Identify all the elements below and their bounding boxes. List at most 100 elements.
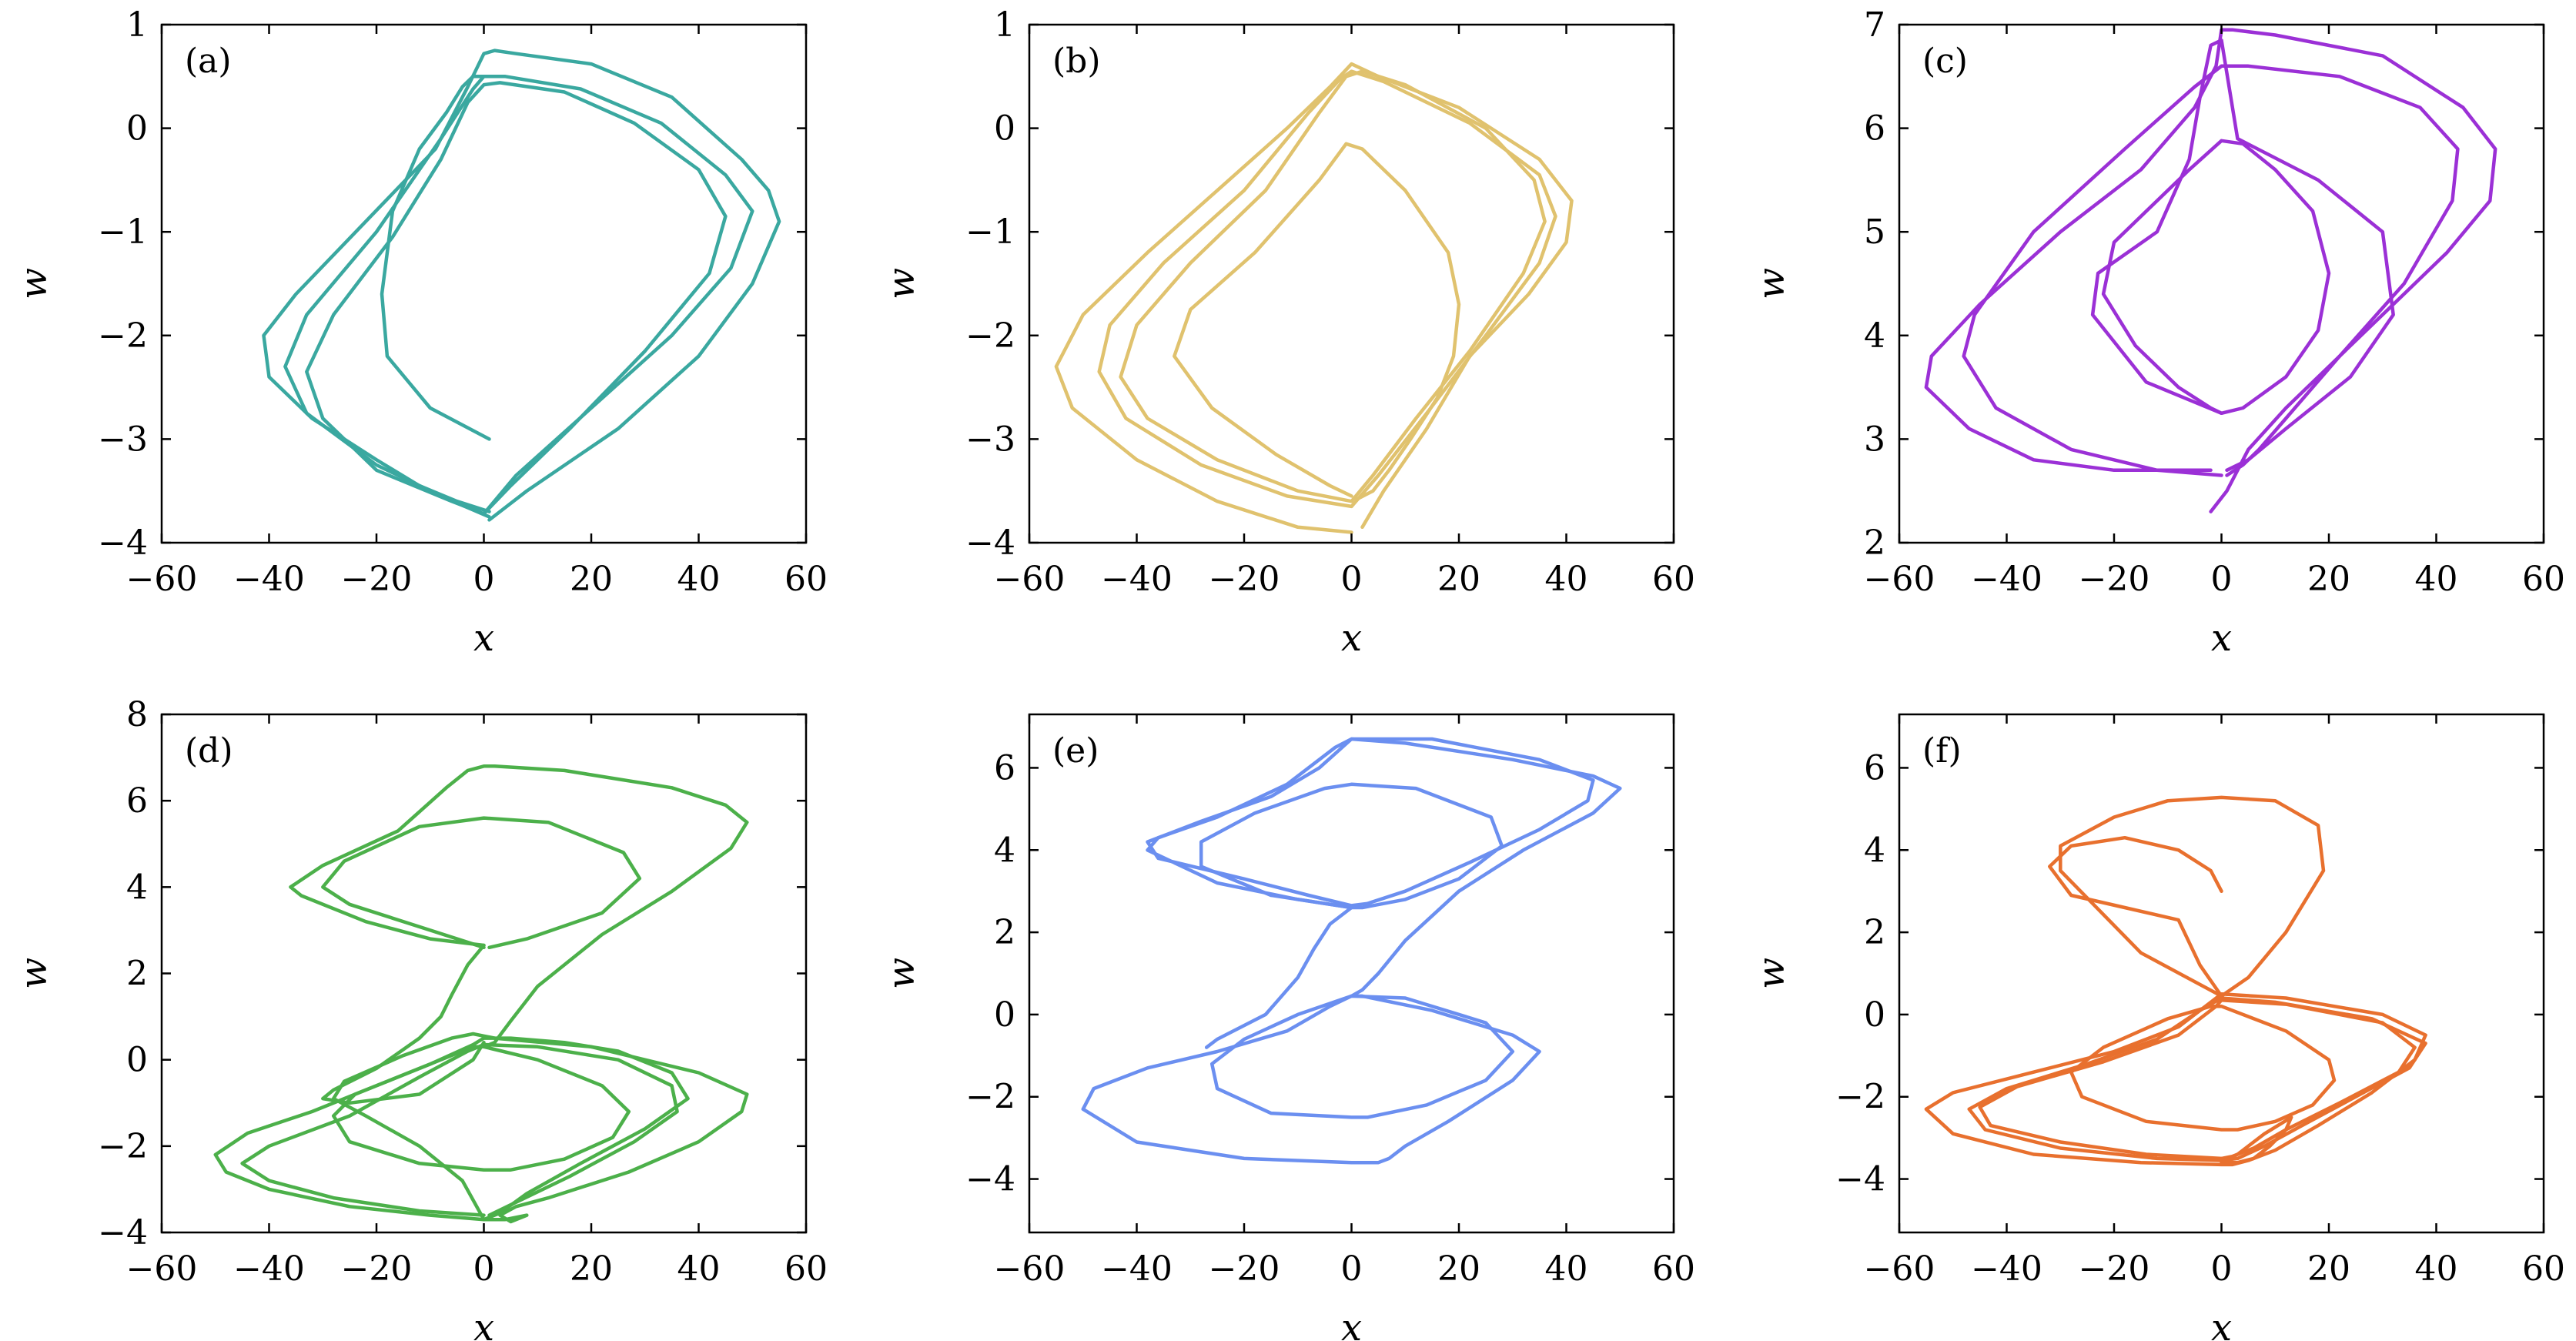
trajectory-3 <box>1146 737 1622 998</box>
panel-label: (b) <box>1052 42 1101 81</box>
y-tick-label: 4 <box>994 831 1015 870</box>
y-tick-label: −2 <box>98 316 148 356</box>
y-tick-label: 6 <box>994 748 1015 788</box>
y-tick-label: −4 <box>965 523 1015 563</box>
x-tick-label: 60 <box>1652 560 1695 599</box>
x-tick-label: 60 <box>2522 560 2565 599</box>
x-tick-label: 0 <box>2211 560 2233 599</box>
x-tick-label: −60 <box>994 1249 1066 1289</box>
x-tick-label: −20 <box>2079 1249 2150 1289</box>
x-tick-label: 40 <box>2415 1249 2458 1289</box>
panel-label: (f) <box>1922 731 1962 771</box>
y-tick-label: 4 <box>1864 831 1885 870</box>
y-axis-label: w <box>880 958 923 989</box>
trajectory-2 <box>1962 64 2460 477</box>
y-tick-label: 6 <box>1864 748 1885 788</box>
x-tick-label: 0 <box>473 560 495 599</box>
plot-frame <box>1028 713 1675 1234</box>
y-axis-label: w <box>12 958 55 989</box>
y-tick-label: 3 <box>1864 420 1885 459</box>
y-tick-label: −4 <box>965 1160 1015 1199</box>
trajectory-1 <box>2059 795 2326 998</box>
x-tick-label: 0 <box>2211 1249 2233 1289</box>
x-tick-label: 0 <box>1341 1249 1363 1289</box>
panel-label: (c) <box>1922 42 1968 81</box>
y-tick-label: −4 <box>1835 1160 1885 1199</box>
panel-b: −60 −40 −20 0 20 40 60 −4 −3 −2 −1 0 1 x w (b) <box>880 5 1695 660</box>
trajectory-4 <box>1146 737 1595 908</box>
x-tick-label: −40 <box>233 1249 305 1289</box>
x-tick-label: 20 <box>570 1249 613 1289</box>
x-tick-label: 20 <box>570 560 613 599</box>
trajectory-1 <box>1054 62 1574 534</box>
trajectory-2 <box>1209 994 1515 1119</box>
x-tick-label: −40 <box>1971 1249 2042 1289</box>
x-axis-label: x <box>1341 1306 1362 1341</box>
y-tick-label: 0 <box>126 109 148 149</box>
y-axis-label: w <box>880 268 923 299</box>
x-tick-label: −60 <box>126 560 198 599</box>
y-tick-label: 0 <box>994 995 1015 1035</box>
y-tick-label: 8 <box>126 695 148 734</box>
y-axis-label: w <box>12 268 55 299</box>
x-tick-label: 40 <box>677 560 721 599</box>
x-tick-label: −60 <box>1864 1249 1935 1289</box>
y-tick-label: 2 <box>1864 913 1885 952</box>
plot-frame <box>160 23 808 544</box>
trajectory-3 <box>305 81 728 516</box>
y-tick-label: 6 <box>126 781 148 821</box>
y-tick-label: 2 <box>994 913 1015 952</box>
y-tick-label: 5 <box>1864 212 1885 252</box>
y-tick-label: −1 <box>98 212 148 252</box>
y-tick-label: 0 <box>126 1041 148 1080</box>
y-tick-label: 7 <box>1864 5 1885 45</box>
curve-group <box>1054 62 1574 534</box>
x-tick-label: 20 <box>1437 1249 1480 1289</box>
y-tick-label: −2 <box>965 316 1015 356</box>
x-tick-label: 60 <box>785 1249 828 1289</box>
x-tick-label: 60 <box>1652 1249 1695 1289</box>
y-tick-label: −4 <box>98 523 148 563</box>
trajectory-6 <box>321 816 642 950</box>
x-axis-label: x <box>473 1306 494 1341</box>
y-tick-label: 4 <box>1864 316 1885 356</box>
x-tick-label: 20 <box>2307 560 2350 599</box>
x-tick-label: −60 <box>126 1249 198 1289</box>
y-tick-label: −3 <box>98 420 148 459</box>
x-tick-label: 20 <box>1437 560 1480 599</box>
trajectory-1 <box>213 1036 690 1222</box>
trajectory-4 <box>2101 139 2331 416</box>
trajectory-3 <box>1119 69 1547 503</box>
panel-label: (e) <box>1052 731 1099 771</box>
x-tick-label: −40 <box>1101 560 1173 599</box>
curve-group <box>262 48 781 522</box>
y-tick-label: 1 <box>994 5 1015 45</box>
trajectory-4 <box>380 75 491 441</box>
panel-a: −60 −40 −20 0 20 40 60 −4 −3 −2 −1 0 1 x w (a) <box>12 5 828 660</box>
x-tick-label: −60 <box>994 560 1066 599</box>
trajectory-7 <box>2220 1115 2293 1165</box>
x-tick-label: −20 <box>1209 1249 1280 1289</box>
trajectory-4 <box>1967 996 2427 1162</box>
y-tick-label: 0 <box>1864 995 1885 1035</box>
x-tick-label: 60 <box>2522 1249 2565 1289</box>
x-tick-label: −20 <box>341 560 413 599</box>
trajectory-6 <box>2069 1004 2337 1132</box>
y-tick-label: −2 <box>1835 1078 1885 1117</box>
y-tick-label: −3 <box>965 420 1015 459</box>
plot-frame <box>1898 713 2545 1234</box>
x-tick-label: −40 <box>1971 560 2042 599</box>
x-axis-label: x <box>2211 1306 2232 1341</box>
x-tick-label: −20 <box>2079 560 2150 599</box>
trajectory-2 <box>283 75 754 519</box>
y-tick-label: 2 <box>1864 523 1885 563</box>
y-tick-label: −1 <box>965 212 1015 252</box>
panel-c: −60 −40 −20 0 20 40 60 2 3 4 5 6 7 x w (c) <box>1750 5 2565 660</box>
trajectory-2 <box>2048 835 2223 998</box>
x-axis-label: x <box>1341 617 1362 660</box>
trajectory-7 <box>321 943 486 1105</box>
x-tick-label: 0 <box>1341 560 1363 599</box>
